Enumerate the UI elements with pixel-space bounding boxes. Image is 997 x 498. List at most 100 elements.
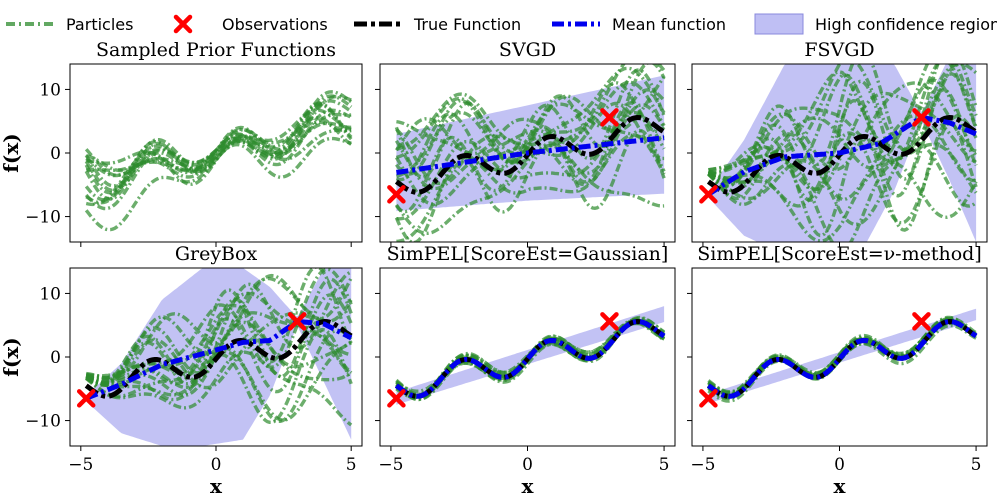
particle-line bbox=[707, 114, 978, 225]
y-axis-label: f(x) bbox=[0, 133, 23, 172]
panel-2: SVGD bbox=[375, 39, 676, 247]
x-tick-label: 5 bbox=[346, 455, 357, 475]
particle-line bbox=[707, 321, 977, 400]
panel-1: 10 0 −10 Sampled Prior Functions f(x) bbox=[0, 39, 363, 247]
particle-line bbox=[85, 121, 352, 179]
legend-region-label: High confidence region bbox=[815, 15, 997, 34]
legend-true-label: True Function bbox=[413, 15, 521, 34]
particle-line bbox=[85, 128, 352, 207]
y-tick-label: 10 bbox=[39, 80, 61, 100]
particle-line bbox=[707, 64, 978, 184]
panel-5: −5 0 5 SimPEL[ScoreEst=Gaussian] x bbox=[375, 243, 676, 498]
plot-area bbox=[394, 64, 666, 242]
panel-4: −5 0 5 10 0 −10 GreyBox f(x) x bbox=[0, 243, 363, 498]
particle-line bbox=[395, 64, 666, 151]
mean-function-line bbox=[394, 318, 666, 399]
mean-function-line bbox=[396, 135, 665, 175]
x-tick-label: −5 bbox=[68, 455, 93, 475]
particle-line bbox=[85, 268, 353, 386]
legend-mean-label: Mean function bbox=[612, 15, 726, 34]
true-function-line bbox=[394, 114, 666, 195]
x-tick-label: 5 bbox=[659, 455, 670, 475]
particle-line bbox=[707, 78, 978, 184]
legend-observations-swatch bbox=[173, 14, 193, 34]
particle-line bbox=[84, 136, 352, 232]
mean-function-line bbox=[85, 318, 353, 401]
panel-title: GreyBox bbox=[175, 243, 258, 265]
y-tick-label: 0 bbox=[50, 144, 61, 164]
particle-line bbox=[395, 68, 666, 182]
x-tick-label: 0 bbox=[211, 455, 222, 475]
particle-line bbox=[85, 268, 353, 378]
x-tick-label: 5 bbox=[971, 455, 982, 475]
particle-line bbox=[85, 327, 353, 424]
particle-line bbox=[707, 64, 978, 182]
particle-line bbox=[85, 276, 353, 385]
legend-particles-label: Particles bbox=[66, 15, 133, 34]
x-tick-label: −5 bbox=[690, 455, 715, 475]
plot-area bbox=[706, 64, 978, 242]
x-axis-label: x bbox=[834, 474, 847, 498]
x-tick-label: 0 bbox=[522, 455, 533, 475]
observation-point bbox=[76, 389, 96, 408]
observation-point bbox=[600, 312, 619, 331]
particle-line bbox=[84, 90, 353, 193]
y-tick-label: −10 bbox=[25, 208, 61, 228]
particle-line bbox=[395, 80, 666, 178]
particle-line bbox=[394, 128, 666, 242]
mean-function-line bbox=[707, 115, 978, 197]
plot-area bbox=[394, 306, 666, 405]
panel-title: SimPEL[ScoreEst=ν-method] bbox=[697, 243, 982, 265]
observation-point bbox=[699, 185, 718, 204]
particle-line bbox=[707, 81, 977, 183]
plot-area bbox=[84, 268, 353, 446]
panel-title: FSVGD bbox=[804, 39, 874, 61]
observation-point bbox=[912, 312, 931, 331]
observation-point bbox=[387, 185, 406, 204]
x-tick-label: 0 bbox=[834, 455, 845, 475]
particle-line bbox=[85, 311, 353, 390]
particle-line bbox=[708, 64, 958, 172]
plot-area bbox=[706, 308, 978, 404]
observation-point bbox=[600, 108, 619, 127]
particle-line bbox=[85, 350, 353, 427]
x-tick-label: −5 bbox=[378, 455, 403, 475]
particle-line bbox=[707, 120, 978, 238]
particle-line bbox=[85, 303, 353, 388]
y-tick-label: 10 bbox=[39, 284, 61, 304]
observation-point bbox=[387, 389, 406, 408]
mean-function-line bbox=[706, 318, 978, 399]
y-axis-label: f(x) bbox=[0, 337, 23, 376]
particle-line bbox=[396, 110, 666, 221]
particle-line bbox=[85, 99, 353, 205]
particle-line bbox=[708, 64, 978, 172]
particle-line bbox=[84, 108, 352, 211]
legend: Particles Observations True Function Mea… bbox=[6, 13, 997, 35]
particle-line bbox=[394, 88, 666, 191]
plot-area bbox=[84, 90, 353, 232]
particle-line bbox=[394, 64, 666, 180]
y-tick-label: −10 bbox=[25, 412, 61, 432]
panel-title: Sampled Prior Functions bbox=[96, 39, 336, 61]
observation-point bbox=[287, 312, 307, 331]
particle-line bbox=[707, 142, 978, 242]
particle-line bbox=[85, 311, 353, 390]
observation-point bbox=[912, 108, 931, 127]
particle-line bbox=[708, 64, 978, 175]
legend-observations-label: Observations bbox=[222, 15, 328, 34]
x-axis-label: x bbox=[522, 474, 535, 498]
x-axis-label: x bbox=[210, 474, 223, 498]
particle-line bbox=[707, 88, 978, 202]
particle-line bbox=[85, 102, 353, 172]
observation-point bbox=[699, 389, 718, 408]
panel-6: −5 0 5 SimPEL[ScoreEst=ν-method] x bbox=[687, 243, 988, 498]
legend-region-swatch bbox=[754, 13, 804, 35]
particle-line bbox=[395, 101, 666, 214]
particle-line bbox=[85, 273, 353, 381]
panel-title: SVGD bbox=[499, 39, 556, 61]
y-tick-label: 0 bbox=[50, 348, 61, 368]
panel-title: SimPEL[ScoreEst=Gaussian] bbox=[387, 243, 669, 265]
panel-3: FSVGD bbox=[687, 39, 988, 247]
particle-line bbox=[84, 120, 352, 201]
